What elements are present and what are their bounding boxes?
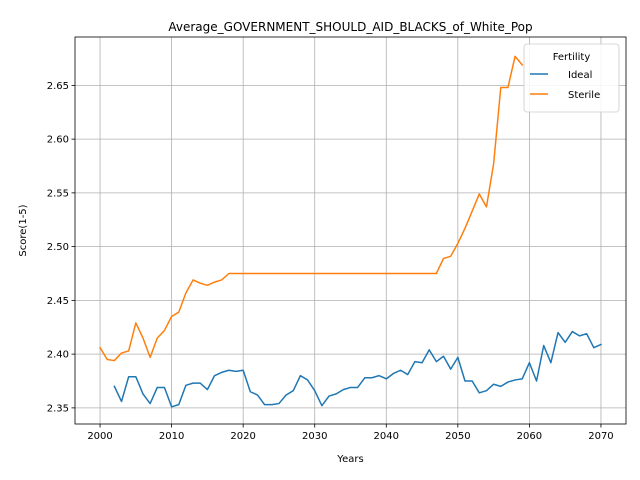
x-tick-label: 2020 bbox=[230, 431, 255, 442]
legend-label-sterile: Sterile bbox=[568, 90, 600, 101]
series-lines bbox=[99, 55, 602, 408]
x-tick-label: 2050 bbox=[445, 431, 470, 442]
series-line-sterile bbox=[99, 55, 524, 362]
series-line-ideal bbox=[113, 330, 602, 408]
legend: Fertility Ideal Sterile bbox=[523, 43, 620, 113]
y-tick-label: 2.65 bbox=[47, 81, 69, 92]
x-tick-label: 2000 bbox=[87, 431, 112, 442]
axes-frame bbox=[74, 36, 627, 425]
x-tick-label: 2040 bbox=[374, 431, 399, 442]
x-tick-label: 2070 bbox=[588, 431, 613, 442]
y-axis-ticks: 2.35 2.40 2.45 2.50 2.55 2.60 2.65 bbox=[47, 81, 75, 414]
y-tick-label: 2.50 bbox=[47, 242, 69, 253]
x-tick-label: 2060 bbox=[517, 431, 542, 442]
y-tick-label: 2.60 bbox=[47, 135, 69, 146]
x-axis-ticks: 2000 2010 2020 2030 2040 2050 2060 2070 bbox=[87, 424, 614, 442]
y-tick-label: 2.45 bbox=[47, 296, 69, 307]
x-tick-label: 2010 bbox=[159, 431, 184, 442]
y-axis-label: Score(1-5) bbox=[18, 204, 29, 256]
grid-lines bbox=[75, 37, 626, 424]
x-tick-label: 2030 bbox=[302, 431, 327, 442]
axes-border bbox=[74, 36, 627, 425]
chart-title: Average_GOVERNMENT_SHOULD_AID_BLACKS_of_… bbox=[168, 20, 532, 34]
x-axis-label: Years bbox=[336, 454, 363, 465]
y-tick-label: 2.40 bbox=[47, 350, 69, 361]
legend-box bbox=[523, 43, 620, 113]
legend-label-ideal: Ideal bbox=[568, 70, 592, 81]
legend-title: Fertility bbox=[553, 52, 591, 63]
y-tick-label: 2.55 bbox=[47, 188, 69, 199]
y-tick-label: 2.35 bbox=[47, 403, 69, 414]
